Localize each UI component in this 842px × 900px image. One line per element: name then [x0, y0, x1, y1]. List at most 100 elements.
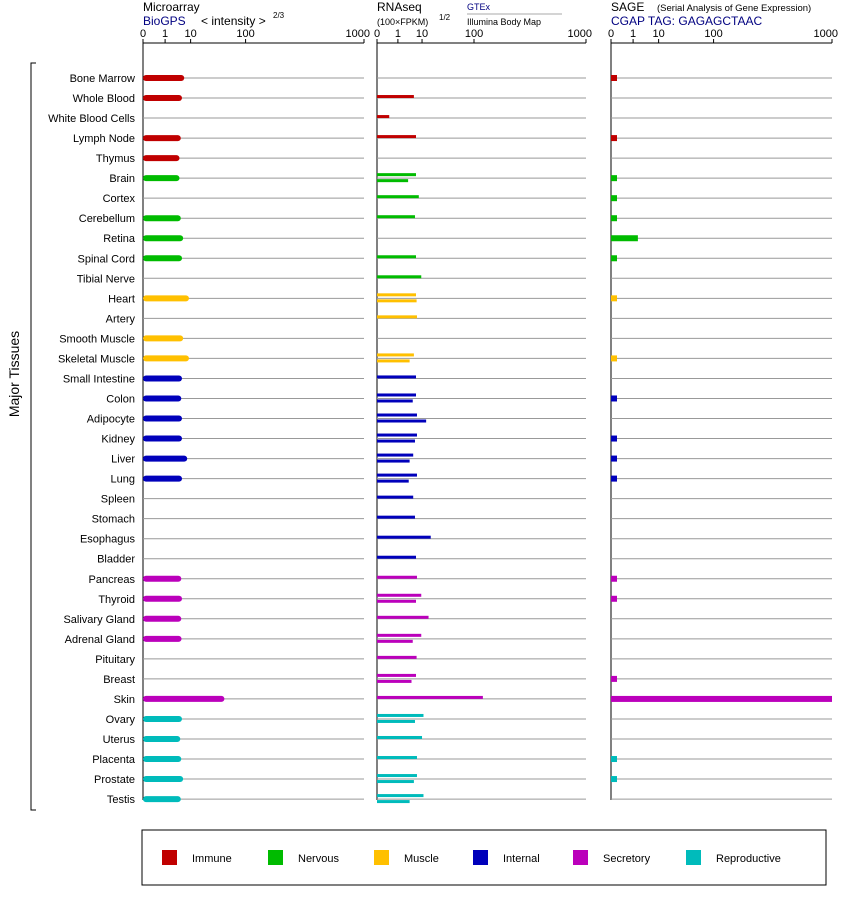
rnaseq-illumina-bar — [377, 719, 415, 723]
tissue-label: Heart — [108, 293, 135, 305]
panel-1-tick-label: 0 — [374, 28, 380, 40]
microarray-bar — [143, 415, 183, 422]
panel-axes: 0 1 10 100 1000 0 1 10 100 1000 0 1 10 100 1000 — [140, 28, 838, 800]
microarray-title: Microarray — [143, 0, 200, 14]
tissue-label: Artery — [106, 313, 136, 325]
y-axis: Major Tissues — [6, 62, 36, 811]
rnaseq-illumina-bar — [377, 599, 417, 603]
tissue-label: Small Intestine — [63, 373, 135, 385]
sage-bar — [611, 695, 832, 702]
rnaseq-gtex-bar — [377, 135, 417, 139]
sage-bar — [611, 215, 617, 222]
illumina-body-map-label: Illumina Body Map — [467, 17, 541, 27]
microarray-bar — [143, 475, 183, 482]
sage-title: SAGE — [611, 0, 644, 14]
microarray-bar — [143, 435, 183, 442]
tissue-label: Pancreas — [89, 574, 136, 586]
rnaseq-gtex-bar — [377, 173, 417, 177]
rnaseq-unit-exponent: 1/2 — [439, 13, 451, 22]
panel-0-tick-label: 1 — [162, 28, 168, 40]
panel-2-tick-label: 100 — [704, 28, 722, 40]
gtex-link[interactable]: GTEx — [467, 2, 491, 12]
rnaseq-illumina-bar — [377, 299, 417, 303]
legend-swatch — [473, 850, 488, 865]
microarray-bar — [143, 375, 183, 382]
sage-bar — [611, 756, 617, 763]
tissue-label: Esophagus — [80, 534, 136, 546]
tissue-label: Uterus — [103, 734, 136, 746]
microarray-bar — [143, 215, 181, 222]
sage-bar — [611, 575, 617, 582]
rnaseq-gtex-bar — [377, 375, 417, 379]
microarray-axis-label: < intensity > — [201, 14, 266, 28]
legend-label: Internal — [503, 853, 540, 865]
microarray-bar — [143, 295, 189, 302]
tissue-label: Prostate — [94, 774, 135, 786]
sage-bar — [611, 595, 617, 602]
tissue-label: Liver — [111, 454, 135, 466]
tissue-label: Stomach — [92, 514, 135, 526]
rnaseq-illumina-bar — [377, 459, 410, 463]
tissue-label: Pituitary — [95, 654, 135, 666]
panel-0-tick-label: 1000 — [346, 28, 370, 40]
panel-headers: Microarray BioGPS < intensity > 2/3 RNAs… — [143, 0, 811, 28]
tissue-label: Lymph Node — [73, 133, 135, 145]
rnaseq-illumina-bar — [377, 439, 415, 443]
microarray-bar — [143, 355, 189, 362]
panel-0-tick-label: 0 — [140, 28, 146, 40]
legend-label: Muscle — [404, 853, 439, 865]
panel-2-tick-label: 1 — [630, 28, 636, 40]
rnaseq-gtex-bar — [377, 575, 417, 579]
sage-bar — [611, 195, 617, 202]
tissue-label: Retina — [103, 233, 136, 245]
legend: Immune Nervous Muscle Internal Secretory Repr… — [162, 850, 781, 865]
panel-1-tick-label: 10 — [416, 28, 428, 40]
rnaseq-gtex-bar — [377, 735, 423, 739]
rnaseq-gtex-bar — [377, 633, 422, 637]
microarray-bar — [143, 255, 183, 262]
sage-tag[interactable]: CGAP TAG: GAGAGCTAAC — [611, 14, 762, 28]
microarray-bar — [143, 776, 184, 783]
microarray-bar — [143, 235, 184, 242]
microarray-bar — [143, 455, 188, 462]
panel-2-tick-label: 10 — [652, 28, 664, 40]
legend-label: Secretory — [603, 853, 651, 865]
tissue-label: Adrenal Gland — [65, 634, 135, 646]
microarray-bar — [143, 155, 180, 162]
rnaseq-gtex-bar — [377, 255, 417, 259]
tissue-label: Thyroid — [98, 594, 135, 606]
sage-title-note: (Serial Analysis of Gene Expression) — [657, 3, 811, 14]
rnaseq-gtex-bar — [377, 673, 417, 677]
microarray-bar — [143, 95, 183, 102]
rnaseq-gtex-bar — [377, 115, 390, 119]
rnaseq-gtex-bar — [377, 413, 417, 417]
sage-bar — [611, 75, 617, 81]
microarray-source[interactable]: BioGPS — [143, 14, 186, 28]
tissue-label: Brain — [109, 173, 135, 185]
rnaseq-gtex-bar — [377, 393, 417, 397]
rnaseq-gtex-bar — [377, 95, 414, 99]
sage-bar — [611, 255, 617, 262]
panel-2-tick-label: 0 — [608, 28, 614, 40]
legend-swatch — [686, 850, 701, 865]
rnaseq-gtex-bar — [377, 535, 431, 539]
sage-bar — [611, 455, 617, 462]
microarray-bar — [143, 615, 182, 622]
microarray-bar — [143, 635, 182, 642]
rnaseq-gtex-bar — [377, 215, 415, 219]
sage-bar — [611, 175, 617, 182]
microarray-bar — [143, 575, 182, 582]
tissue-label: Skeletal Muscle — [58, 353, 135, 365]
rnaseq-gtex-bar — [377, 774, 417, 778]
tissue-label: Adipocyte — [87, 414, 135, 426]
tissue-label: Ovary — [106, 714, 136, 726]
tissue-label: Salivary Gland — [63, 614, 135, 626]
panel-1-tick-label: 1000 — [568, 28, 592, 40]
panel-0-tick-label: 10 — [184, 28, 196, 40]
legend-swatch — [573, 850, 588, 865]
microarray-bar — [143, 595, 183, 602]
sage-bar — [611, 235, 638, 242]
rnaseq-illumina-bar — [377, 179, 409, 183]
rnaseq-gtex-bar — [377, 495, 414, 499]
